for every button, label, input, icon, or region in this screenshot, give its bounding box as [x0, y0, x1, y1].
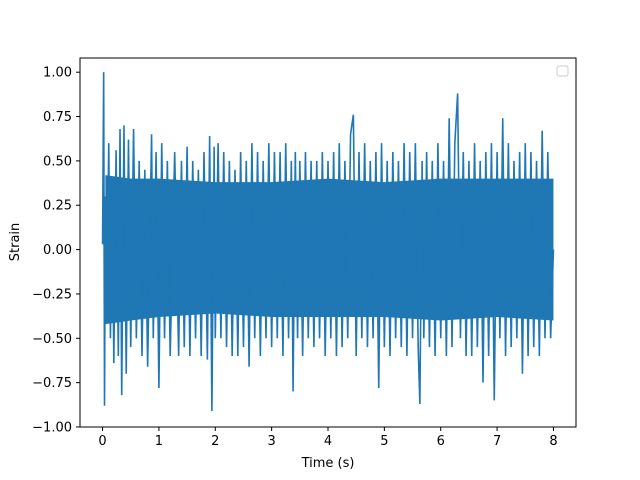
- x-tick-label: 8: [549, 434, 557, 449]
- x-tick-label: 0: [98, 434, 106, 449]
- y-tick-label: 1.00: [43, 66, 72, 81]
- y-axis-label: Strain: [8, 223, 23, 262]
- y-tick-label: 0.00: [43, 243, 72, 258]
- x-tick-label: 3: [267, 434, 275, 449]
- x-axis: 0 1 2 3 4 5 6 7 8: [98, 427, 558, 449]
- y-tick-label: −0.75: [32, 376, 72, 391]
- y-tick-label: 0.25: [43, 199, 72, 214]
- series-layer: [101, 72, 555, 412]
- strain-series-line: [101, 72, 555, 412]
- y-tick-label: 0.50: [43, 154, 72, 169]
- x-tick-label: 6: [437, 434, 445, 449]
- x-tick-label: 4: [324, 434, 332, 449]
- y-tick-label: −0.50: [32, 332, 72, 347]
- y-tick-label: −1.00: [32, 421, 72, 436]
- x-tick-label: 7: [493, 434, 501, 449]
- x-axis-label: Time (s): [301, 456, 355, 471]
- y-tick-label: 0.75: [43, 110, 72, 125]
- x-tick-label: 2: [211, 434, 219, 449]
- y-axis: −1.00 −0.75 −0.50 −0.25 0.00 0.25 0.50 0.75 1.00: [32, 66, 80, 436]
- legend-box: [556, 65, 569, 77]
- x-tick-label: 1: [155, 434, 163, 449]
- y-tick-label: −0.25: [32, 287, 72, 302]
- x-tick-label: 5: [380, 434, 388, 449]
